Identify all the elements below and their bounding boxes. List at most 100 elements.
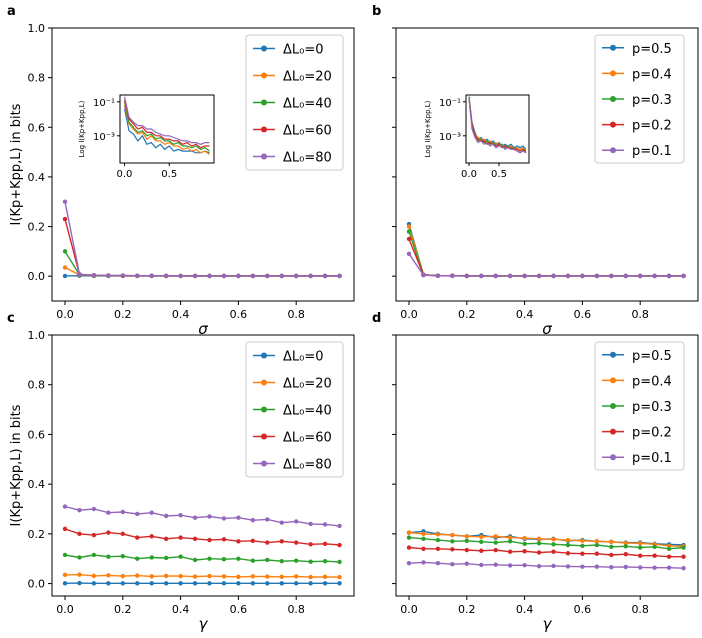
legend-item: p=0.5	[602, 42, 672, 57]
data-point	[279, 539, 284, 544]
data-point	[580, 538, 585, 544]
x-axis-label: σ	[198, 320, 208, 338]
data-point	[464, 273, 470, 279]
legend-label: ΔL₀=0	[283, 43, 324, 58]
series-line	[408, 561, 684, 569]
data-point	[192, 273, 198, 279]
legend-label: p=0.5	[632, 349, 672, 364]
data-point	[106, 273, 111, 278]
inset-y-axis-label: Log I(Kp+Kpp,L)	[78, 100, 86, 157]
data-point	[337, 542, 342, 548]
legend-label: p=0.2	[632, 426, 672, 441]
legend-label: p=0.1	[632, 144, 672, 159]
data-point	[62, 216, 68, 222]
legend-item: ΔL₀=80	[253, 458, 332, 473]
y-tick-label: 0.6	[28, 428, 46, 441]
x-tick-label: 0.2	[114, 308, 132, 321]
data-point	[62, 199, 68, 204]
series-line	[64, 201, 340, 277]
data-point	[294, 581, 299, 586]
data-point	[77, 508, 82, 513]
data-point	[308, 542, 313, 547]
data-point	[178, 513, 183, 518]
legend: ΔL₀=0 ΔL₀=20 ΔL₀=40 ΔL₀=60 ΔL₀=80	[245, 34, 344, 171]
data-point	[279, 520, 284, 525]
inset-series-line	[468, 98, 527, 154]
data-point	[62, 504, 68, 509]
data-point	[623, 564, 628, 570]
data-point	[666, 554, 672, 559]
data-point	[337, 574, 342, 580]
data-point	[221, 581, 227, 586]
inset-y-tick-label: 10⁻³	[439, 132, 461, 143]
legend-label: ΔL₀=40	[283, 404, 332, 419]
data-point	[406, 535, 412, 540]
legend-label: p=0.4	[632, 374, 672, 389]
data-point	[507, 563, 513, 568]
data-point	[221, 537, 227, 542]
series-line	[408, 536, 684, 550]
data-point	[250, 558, 256, 563]
legend-label: ΔL₀=20	[283, 70, 332, 85]
x-tick-label: 0.0	[56, 603, 74, 616]
data-point	[221, 273, 227, 279]
legend-marker	[261, 72, 267, 79]
x-axis-label: σ	[542, 320, 552, 338]
x-tick-label: 0.8	[631, 308, 649, 321]
y-tick-label: 0.2	[28, 528, 46, 541]
inset-series-line	[468, 96, 527, 152]
x-tick-label: 0.2	[458, 603, 476, 616]
data-point	[652, 273, 657, 279]
legend-label: p=0.3	[632, 400, 672, 415]
data-point	[279, 273, 284, 279]
data-point	[207, 581, 212, 586]
data-point	[421, 536, 426, 542]
data-point	[493, 562, 498, 567]
data-point	[652, 553, 657, 558]
inset-series-line	[123, 105, 210, 155]
data-point	[666, 565, 672, 570]
y-tick-label: 1.0	[28, 329, 46, 342]
data-point	[565, 551, 571, 556]
data-point	[221, 574, 227, 579]
y-tick-label: 0.6	[28, 121, 46, 134]
data-point	[493, 273, 498, 279]
data-point	[178, 535, 183, 540]
legend-box	[245, 341, 344, 478]
data-point	[62, 265, 68, 270]
data-point	[623, 273, 628, 279]
panel-letter-d: d	[372, 311, 381, 326]
inset-y-axis-label: Log I(Kp+Kpp,L)	[424, 100, 432, 157]
data-point	[207, 537, 212, 543]
data-point	[236, 556, 241, 561]
x-tick-label: 0.8	[631, 603, 649, 616]
data-point	[322, 273, 328, 279]
legend-item: ΔL₀=0	[253, 350, 324, 365]
legend-marker	[610, 454, 616, 461]
y-tick-label: 0.0	[28, 578, 46, 591]
data-point	[250, 581, 256, 586]
legend-label: ΔL₀=20	[283, 377, 332, 392]
data-point	[522, 541, 527, 546]
data-point	[337, 273, 342, 279]
data-point	[450, 532, 455, 538]
data-point	[221, 557, 227, 562]
inset-x-tick-label: 0.0	[117, 169, 133, 180]
data-point	[178, 573, 183, 579]
data-point	[207, 556, 212, 561]
data-point	[91, 506, 97, 512]
inset-series-line	[123, 101, 210, 152]
data-point	[594, 551, 600, 556]
x-tick-label: 0.4	[172, 308, 190, 321]
x-tick-label: 0.0	[400, 308, 418, 321]
data-point	[236, 273, 241, 279]
data-point	[594, 273, 600, 279]
data-point	[77, 555, 82, 560]
data-point	[91, 272, 97, 278]
data-point	[91, 532, 97, 538]
series-line	[64, 554, 340, 563]
data-point	[279, 574, 284, 580]
data-point	[681, 565, 686, 571]
data-point	[638, 541, 643, 546]
inset-axes: 0.0 0.5 10⁻³ 10⁻¹ Log I(Kp+Kpp,L)	[424, 94, 530, 180]
